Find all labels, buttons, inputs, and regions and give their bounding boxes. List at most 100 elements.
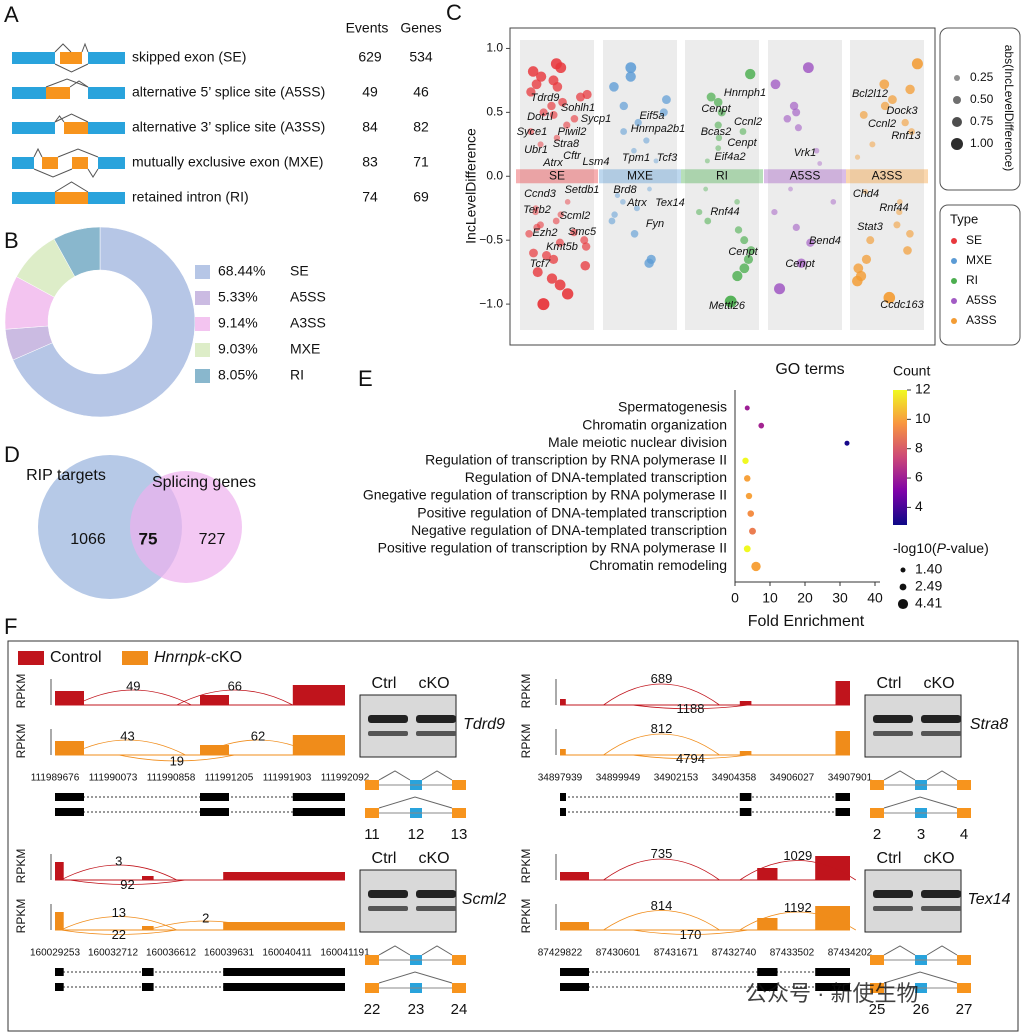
coordinate: 111989676	[31, 773, 80, 784]
point	[563, 121, 571, 129]
junction	[54, 115, 65, 123]
point	[893, 221, 901, 229]
legend-dot	[951, 278, 957, 284]
junction-arc	[739, 911, 857, 931]
gene-label: Cenpt	[727, 137, 757, 149]
go-term: Negative regulation of DNA-templated tra…	[411, 522, 727, 538]
coverage	[223, 922, 345, 930]
transcript-exon	[292, 808, 345, 816]
junction-arc	[603, 733, 720, 756]
exon	[98, 157, 125, 169]
exon	[365, 983, 379, 993]
go-term: Spermatogenesis	[618, 399, 727, 415]
point	[549, 110, 558, 119]
panel-frame	[7, 640, 1019, 1032]
coverage	[292, 685, 345, 705]
track-y-label: RPKM	[519, 724, 533, 759]
point	[901, 118, 909, 127]
gene-count: 534	[409, 49, 433, 65]
point	[561, 288, 574, 300]
coordinate: 111992092	[321, 773, 370, 784]
gel-band	[368, 731, 408, 736]
gel-band	[416, 731, 456, 736]
coverage	[560, 922, 589, 930]
y-tick-label: 0.0	[486, 168, 503, 182]
point	[643, 137, 650, 144]
colorbar-label: 8	[915, 439, 923, 455]
coverage	[835, 681, 850, 705]
exon	[88, 192, 125, 204]
gel	[359, 694, 457, 758]
point	[620, 128, 628, 135]
junction-count: 1188	[677, 701, 705, 716]
exon-number: 22	[364, 1001, 381, 1018]
legend-value: 5.33%	[218, 289, 258, 305]
point	[525, 229, 533, 238]
gene-label: Hnrnpa2b1	[631, 123, 685, 135]
dot	[749, 527, 756, 535]
event-count: 74	[362, 189, 378, 205]
point	[552, 217, 560, 225]
point	[883, 291, 896, 304]
point	[704, 217, 712, 225]
transcript-exon	[739, 808, 752, 816]
legend-gene: Hnrnpk	[154, 649, 207, 666]
junction-count: 2	[202, 911, 209, 926]
junction-arc	[176, 689, 293, 706]
splice-line	[883, 945, 916, 956]
x-tick-label: 40	[867, 590, 883, 606]
point	[580, 236, 589, 245]
splice-line	[926, 770, 958, 781]
splice-line	[378, 971, 453, 984]
dot	[747, 510, 755, 517]
colorbar-label: 4	[915, 498, 923, 514]
size-legend-box	[939, 27, 1021, 191]
gene-label: Rnf44	[879, 202, 908, 214]
go-term: Gnegative regulation of transcription by…	[363, 487, 727, 503]
title-part: -value)	[946, 540, 989, 556]
junction-arc	[603, 910, 720, 931]
point	[580, 260, 591, 271]
junction-count: 735	[651, 846, 673, 861]
coverage	[200, 745, 229, 755]
track-y-label: RPKM	[14, 724, 28, 759]
legend-label: MXE	[290, 341, 320, 357]
coordinate: 160041191	[320, 948, 370, 959]
event-type: retained intron (RI)	[132, 189, 249, 205]
junction-count: 1192	[784, 900, 812, 915]
exon-number: 25	[869, 1001, 886, 1018]
venn-count: 727	[199, 531, 226, 548]
gene-label: Tdrd9	[531, 92, 560, 104]
point	[631, 147, 637, 154]
gene-label: Setdb1	[565, 184, 600, 196]
transcript-exon	[142, 968, 154, 976]
junction-count: 49	[126, 678, 140, 693]
gene-label: Kmt5b	[546, 241, 578, 253]
junction	[54, 63, 89, 73]
go-term: Positive regulation of DNA-templated tra…	[417, 504, 727, 520]
coordinate: 111990073	[89, 773, 138, 784]
y-tick-label: 1.0	[486, 41, 503, 55]
go-term: Regulation of transcription by RNA polym…	[425, 452, 727, 468]
plot-frame	[509, 27, 936, 346]
exon-number: 3	[917, 826, 925, 843]
exon	[88, 122, 125, 134]
transcript-exon	[200, 793, 229, 801]
point	[706, 92, 716, 102]
junction-count: 4794	[676, 751, 705, 766]
point	[647, 186, 652, 192]
point	[897, 199, 903, 205]
gene-label: Brd8	[613, 184, 637, 196]
dot	[745, 492, 753, 500]
transcript-exon	[815, 968, 850, 976]
coverage	[142, 876, 154, 880]
point	[908, 128, 915, 135]
coverage	[55, 912, 64, 930]
point	[644, 258, 654, 268]
donut-slice	[12, 226, 196, 418]
point	[879, 79, 890, 90]
coordinate: 34899949	[596, 773, 641, 784]
point	[724, 295, 737, 308]
type-legend-box	[939, 204, 1021, 346]
